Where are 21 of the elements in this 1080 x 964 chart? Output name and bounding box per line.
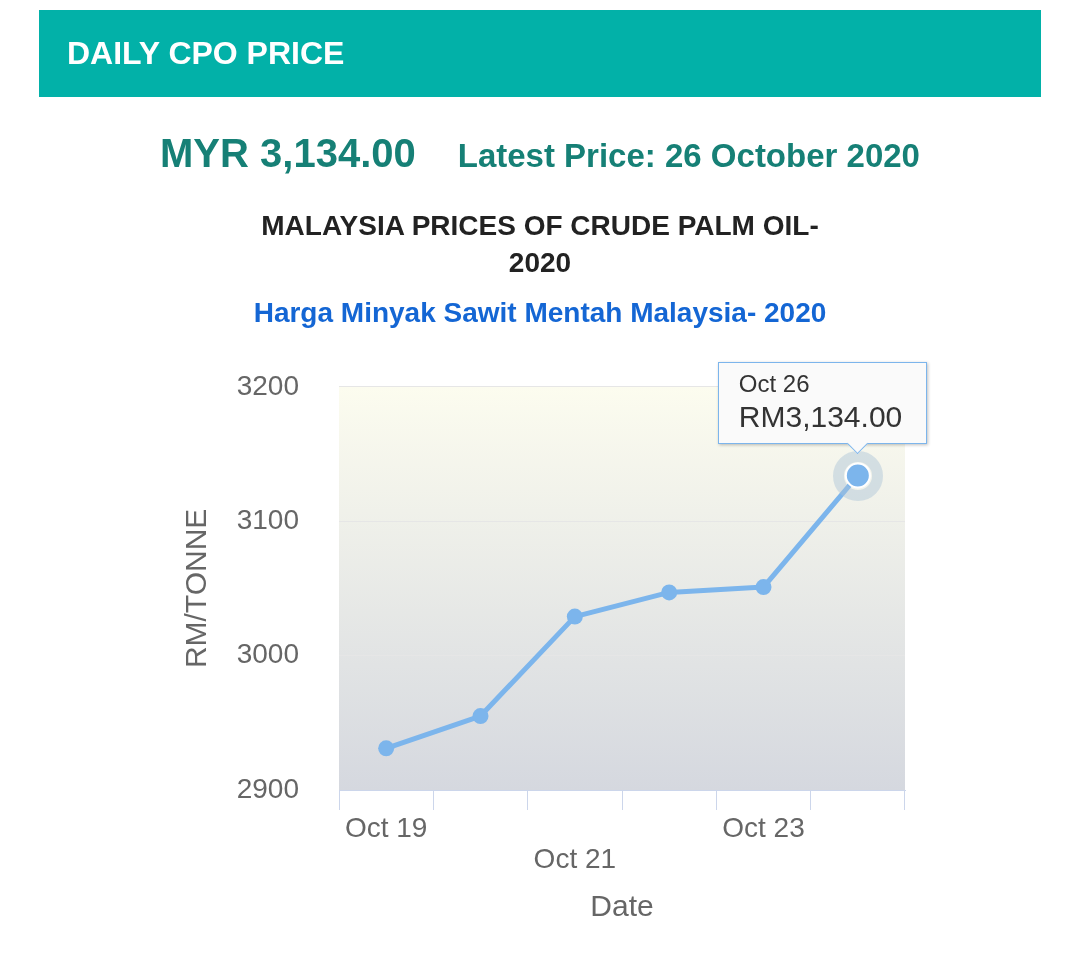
point	[472, 708, 489, 725]
point	[661, 584, 678, 601]
point	[755, 579, 772, 596]
point	[566, 608, 583, 625]
y-tick-label: 3200	[236, 369, 299, 401]
chart-title: MALAYSIA PRICES OF CRUDE PALM OIL-2020	[260, 209, 820, 280]
y-tick-label: 2900	[236, 772, 299, 804]
y-axis-title: RM/TONNE	[179, 508, 213, 669]
x-tick-label: Oct 19	[344, 812, 428, 844]
x-axis-title: Date	[590, 889, 654, 923]
annotation: RM3,134.00	[738, 398, 903, 435]
y-tick-label: 3100	[236, 503, 299, 535]
x-tick-label: Oct 23	[722, 812, 805, 844]
text: DAILY CPO PRICE	[67, 34, 345, 73]
chart-subtitle: Harga Minyak Sawit Mentah Malaysia- 2020	[252, 296, 828, 330]
x-tick-label: Oct 21	[533, 842, 617, 874]
point	[378, 740, 395, 757]
annotation: Oct 26	[738, 368, 811, 399]
y-tick-label: 3000	[236, 638, 299, 670]
text: Latest Price: 26 October 2020	[457, 137, 920, 174]
text: MYR 3,134.00	[160, 131, 416, 175]
